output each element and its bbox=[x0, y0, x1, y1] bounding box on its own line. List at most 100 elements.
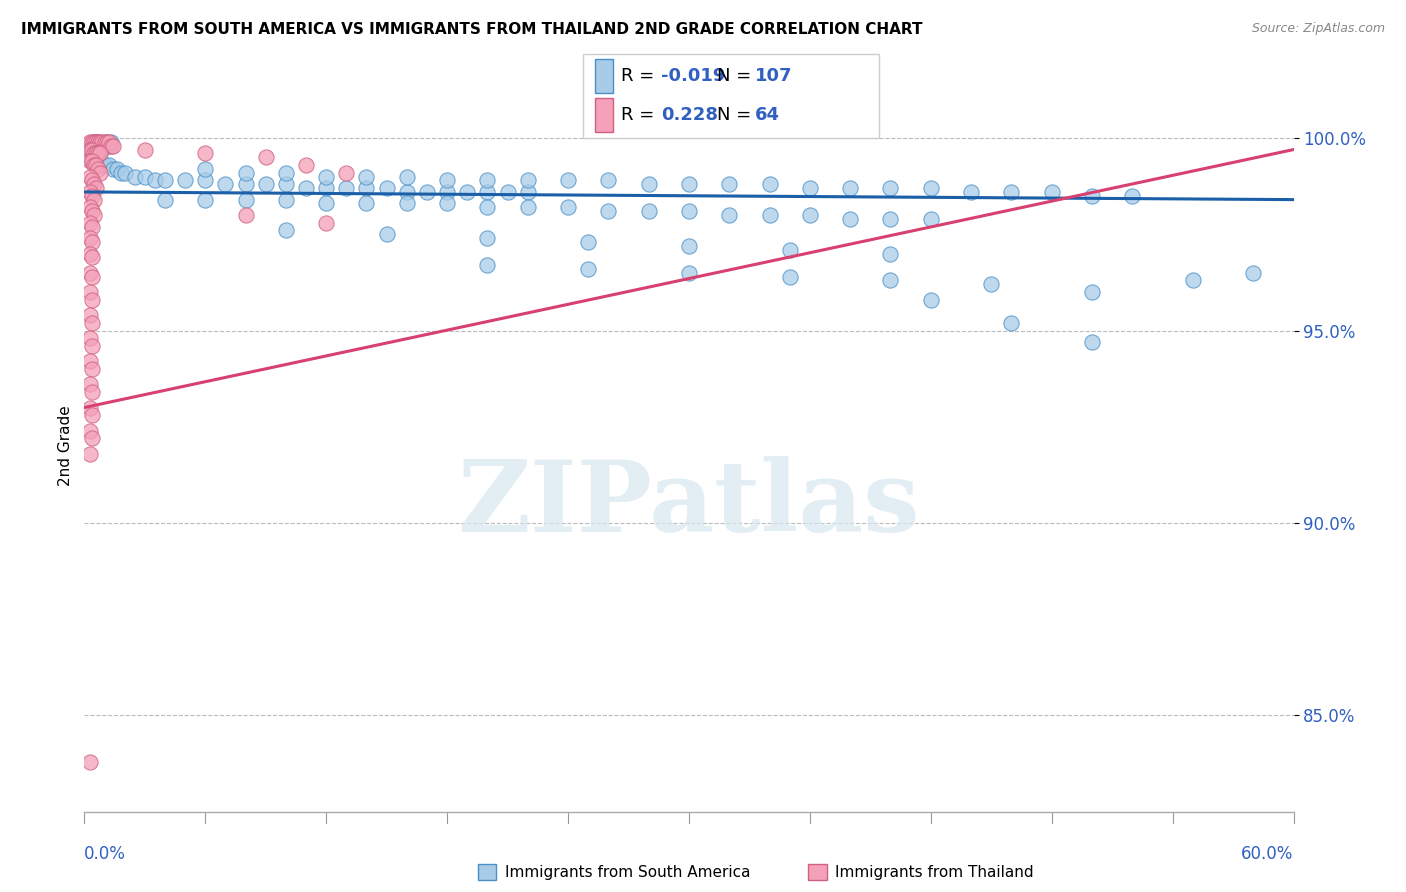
Point bbox=[79, 246, 101, 260]
Point bbox=[79, 135, 101, 149]
Point bbox=[89, 135, 111, 149]
Point bbox=[375, 181, 398, 195]
Point bbox=[114, 166, 136, 180]
Point bbox=[86, 135, 108, 149]
Point bbox=[254, 150, 277, 164]
Point bbox=[87, 158, 110, 172]
Point bbox=[1081, 285, 1104, 299]
Point bbox=[1040, 185, 1063, 199]
Point bbox=[436, 196, 458, 211]
Point bbox=[124, 169, 146, 184]
Point bbox=[477, 173, 499, 187]
Text: 0.228: 0.228 bbox=[661, 106, 718, 124]
Point bbox=[516, 200, 538, 214]
Point bbox=[89, 146, 111, 161]
Point bbox=[960, 185, 983, 199]
Point bbox=[416, 185, 439, 199]
Point bbox=[235, 166, 257, 180]
Point bbox=[82, 154, 104, 169]
Point bbox=[235, 178, 257, 192]
Point bbox=[194, 161, 217, 176]
Point bbox=[79, 169, 101, 184]
Point bbox=[87, 161, 110, 176]
Point bbox=[79, 755, 101, 769]
Point bbox=[96, 135, 118, 149]
Point bbox=[879, 181, 901, 195]
Point bbox=[436, 173, 458, 187]
Point bbox=[87, 146, 110, 161]
Point bbox=[1000, 185, 1022, 199]
Point bbox=[83, 193, 105, 207]
Text: 60.0%: 60.0% bbox=[1241, 845, 1294, 863]
Point bbox=[83, 154, 105, 169]
Point bbox=[86, 146, 108, 161]
Text: Immigrants from South America: Immigrants from South America bbox=[505, 865, 751, 880]
Point bbox=[91, 135, 114, 149]
Text: N =: N = bbox=[717, 106, 756, 124]
Point bbox=[91, 158, 114, 172]
Point bbox=[477, 258, 499, 272]
Point bbox=[82, 293, 104, 307]
Point bbox=[96, 135, 118, 149]
Point bbox=[134, 169, 156, 184]
Point bbox=[82, 204, 104, 219]
Point bbox=[79, 216, 101, 230]
Point bbox=[496, 185, 519, 199]
Point bbox=[718, 178, 741, 192]
Point bbox=[93, 135, 115, 149]
Point bbox=[174, 173, 197, 187]
Point bbox=[194, 146, 217, 161]
Point bbox=[356, 169, 378, 184]
Text: IMMIGRANTS FROM SOUTH AMERICA VS IMMIGRANTS FROM THAILAND 2ND GRADE CORRELATION : IMMIGRANTS FROM SOUTH AMERICA VS IMMIGRA… bbox=[21, 22, 922, 37]
Point bbox=[82, 251, 104, 265]
Point bbox=[86, 158, 108, 172]
Point bbox=[82, 269, 104, 284]
Point bbox=[79, 285, 101, 299]
Point bbox=[143, 173, 166, 187]
Point bbox=[79, 354, 101, 368]
Point bbox=[637, 178, 659, 192]
Point bbox=[274, 166, 297, 180]
Point bbox=[83, 146, 105, 161]
Point bbox=[153, 173, 176, 187]
Point bbox=[779, 269, 801, 284]
Point bbox=[86, 146, 108, 161]
Point bbox=[134, 143, 156, 157]
Point bbox=[97, 138, 120, 153]
Point bbox=[100, 135, 122, 149]
Point bbox=[436, 185, 458, 199]
Point bbox=[194, 193, 217, 207]
Point bbox=[315, 181, 337, 195]
Point bbox=[82, 219, 104, 234]
Point bbox=[79, 424, 101, 438]
Point bbox=[576, 261, 599, 276]
Point bbox=[1181, 273, 1204, 287]
Point bbox=[516, 185, 538, 199]
Point bbox=[879, 211, 901, 226]
Point bbox=[83, 178, 105, 192]
Point bbox=[839, 211, 862, 226]
Y-axis label: 2nd Grade: 2nd Grade bbox=[58, 406, 73, 486]
Point bbox=[274, 178, 297, 192]
Point bbox=[79, 143, 101, 157]
Point bbox=[86, 158, 108, 172]
Point bbox=[920, 293, 942, 307]
Point bbox=[839, 181, 862, 195]
Point bbox=[274, 223, 297, 237]
Point bbox=[89, 138, 111, 153]
Point bbox=[110, 166, 132, 180]
Point bbox=[598, 204, 620, 219]
Point bbox=[1081, 334, 1104, 349]
Point bbox=[79, 200, 101, 214]
Point bbox=[516, 173, 538, 187]
Point bbox=[356, 181, 378, 195]
Point bbox=[576, 235, 599, 249]
Point bbox=[557, 173, 579, 187]
Text: -0.019: -0.019 bbox=[661, 68, 725, 86]
Point bbox=[477, 200, 499, 214]
Text: 107: 107 bbox=[755, 68, 793, 86]
Point bbox=[678, 178, 700, 192]
Point bbox=[101, 138, 124, 153]
Point bbox=[799, 208, 821, 222]
Text: R =: R = bbox=[621, 68, 661, 86]
